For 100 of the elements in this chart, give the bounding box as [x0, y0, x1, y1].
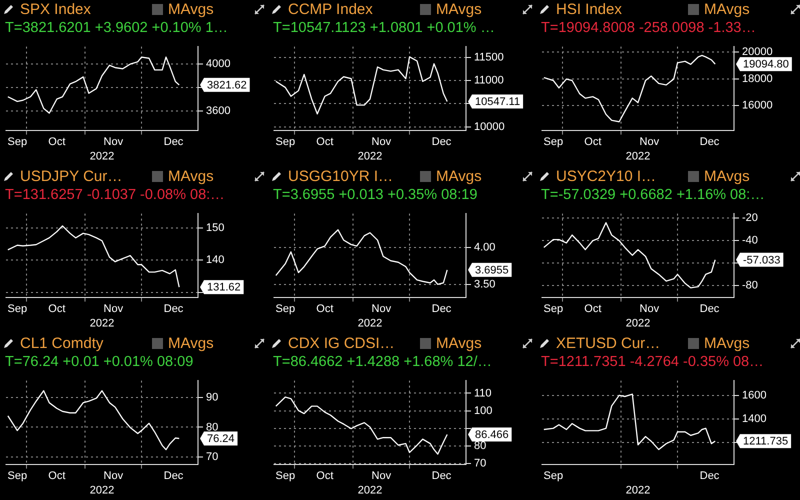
x-tick-label: Dec [700, 303, 720, 316]
x-tick-label: Oct [48, 303, 66, 316]
chart-title: USDJPY Cur… [20, 168, 124, 185]
y-tick-label: 3600 [206, 104, 230, 117]
y-tick-label: 18000 [742, 72, 773, 85]
text: MAvgs [704, 168, 751, 185]
chart-subtitle: T=1211.7351 -4.2764 -0.35% 08… [540, 353, 765, 371]
x-tick-label: Oct [48, 136, 66, 148]
text: MAvgs [704, 335, 751, 352]
y-tick-label: 11500 [474, 51, 504, 64]
x-tick-label: Oct [316, 470, 334, 482]
text: 3.6955 [475, 264, 509, 276]
chart-subtitle: T=76.24 +0.01 +0.01% 08:09 [4, 353, 194, 371]
y-tick-label: 4.00 [474, 242, 496, 254]
chart-subtitle: T=3.6955 +0.013 +0.35% 08:19 [272, 186, 478, 204]
text: -57.033 [743, 254, 780, 266]
x-tick-label: Oct [316, 136, 334, 148]
x-axis-title: 2022 [358, 150, 382, 162]
y-tick-label: 3.50 [474, 278, 496, 290]
chart-title: CCMP Index [288, 1, 374, 18]
text: MAvgs [436, 168, 483, 185]
x-tick-label: Dec [164, 303, 184, 316]
y-tick-label: 4000 [206, 58, 230, 70]
text: 86.466 [475, 429, 509, 442]
x-tick-label: Nov [372, 303, 392, 316]
y-tick-label: 10000 [474, 120, 505, 133]
chart-title: XETUSD Cur… [556, 335, 662, 352]
chart-title: SPX Index [20, 1, 92, 18]
x-tick-label: Sep [8, 470, 28, 482]
chart-subtitle: T=-57.0329 +0.6682 +1.16% 08:… [540, 186, 766, 204]
x-tick-label: Nov [104, 136, 124, 148]
x-tick-label: Nov [640, 303, 660, 316]
chart-title: HSI Index [556, 1, 623, 18]
y-tick-label: 16000 [742, 100, 773, 112]
y-tick-label: 1600 [742, 389, 766, 402]
x-tick-label: Sep [8, 136, 28, 148]
y-tick-label: 20000 [742, 46, 773, 58]
text: MAvgs [436, 335, 483, 352]
x-axis-title: 2022 [358, 484, 382, 496]
text: MAvgs [704, 1, 751, 18]
y-tick-label: 80 [474, 440, 486, 452]
y-tick-label: -20 [742, 212, 758, 224]
x-tick-label: Oct [584, 303, 602, 316]
x-tick-label: Sep [544, 303, 564, 316]
chart-title: CDX IG CDSI… [288, 335, 396, 352]
chart-title: USYC2Y10 I… [556, 168, 658, 185]
y-tick-label: 110 [474, 387, 492, 400]
text: 1211.735 [743, 436, 788, 448]
x-axis-title: 2022 [90, 317, 114, 330]
y-tick-label: 150 [206, 222, 224, 234]
text: MAvgs [168, 335, 215, 352]
y-tick-label: 70 [474, 457, 486, 470]
x-tick-label: Nov [104, 470, 124, 482]
x-tick-label: Dec [700, 136, 720, 148]
x-tick-label: Dec [432, 303, 452, 316]
x-tick-label: Sep [276, 470, 296, 482]
chart-subtitle: T=131.6257 -0.1037 -0.08% 08:… [4, 186, 226, 204]
x-tick-label: Nov [640, 136, 660, 148]
y-tick-label: 70 [206, 451, 218, 464]
x-tick-label: Sep [544, 136, 564, 148]
chart-title: CL1 Comdty [20, 335, 104, 352]
x-tick-label: Nov [372, 136, 392, 148]
x-tick-label: Nov [372, 470, 392, 482]
x-tick-label: Oct [48, 470, 66, 482]
text: 76.24 [207, 433, 235, 446]
y-tick-label: 1400 [742, 412, 766, 425]
x-axis-title: 2022 [90, 484, 114, 496]
x-tick-label: Dec [432, 470, 452, 482]
chart-subtitle: T=10547.1123 +1.0801 +0.01% … [272, 19, 496, 37]
y-tick-label: 140 [206, 254, 224, 266]
x-axis-title: 2022 [626, 484, 650, 496]
x-tick-label: Dec [432, 136, 452, 148]
x-tick-label: Dec [164, 470, 184, 482]
x-tick-label: Oct [316, 303, 334, 316]
text: 19094.80 [743, 58, 789, 71]
x-tick-label: Sep [276, 136, 296, 148]
x-axis-title: 2022 [90, 150, 114, 162]
x-tick-label: Sep [544, 470, 564, 482]
text: 10547.11 [475, 96, 520, 108]
y-tick-label: 11000 [474, 74, 504, 87]
x-tick-label: Oct [584, 136, 602, 148]
text: MAvgs [168, 1, 215, 18]
y-tick-label: -80 [742, 280, 758, 292]
y-tick-label: 80 [206, 421, 218, 434]
text: 131.62 [207, 282, 241, 294]
chart-subtitle: T=3821.6201 +3.9602 +0.10% 1… [4, 19, 229, 37]
text: MAvgs [436, 1, 483, 18]
x-axis-title: 2022 [626, 317, 650, 330]
x-axis-title: 2022 [626, 150, 650, 162]
y-tick-label: 90 [206, 391, 218, 404]
x-tick-label: Nov [104, 303, 124, 316]
x-axis-title: 2022 [358, 317, 382, 330]
x-tick-label: Dec [164, 136, 184, 148]
text: 3821.62 [207, 79, 247, 92]
x-tick-label: Dec [700, 470, 720, 482]
x-tick-label: Sep [276, 303, 296, 316]
chart-title: USGG10YR I… [288, 168, 394, 185]
y-tick-label: -40 [742, 234, 758, 247]
chart-subtitle: T=19094.8008 -258.0098 -1.33… [540, 19, 757, 37]
text: MAvgs [168, 168, 215, 185]
